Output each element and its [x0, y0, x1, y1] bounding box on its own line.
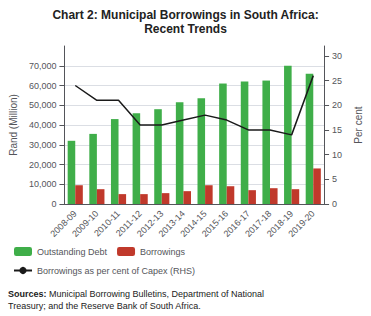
svg-text:Borrowings as per cent of Cape: Borrowings as per cent of Capex (RHS) — [37, 266, 195, 276]
svg-text:20: 20 — [332, 100, 342, 110]
svg-text:40,000: 40,000 — [29, 120, 57, 130]
svg-text:30: 30 — [332, 51, 342, 61]
svg-text:70,000: 70,000 — [29, 61, 57, 71]
svg-text:2014-15: 2014-15 — [178, 208, 209, 239]
svg-text:60,000: 60,000 — [29, 81, 57, 91]
svg-text:5: 5 — [332, 174, 337, 184]
svg-text:2013-14: 2013-14 — [156, 208, 187, 239]
svg-text:Chart 2: Municipal Borrowings: Chart 2: Municipal Borrowings in South A… — [52, 8, 318, 22]
svg-text:2010-11: 2010-11 — [92, 208, 123, 239]
svg-text:2009-10: 2009-10 — [70, 208, 101, 239]
svg-text:30,000: 30,000 — [29, 140, 57, 150]
svg-text:10: 10 — [332, 150, 342, 160]
svg-text:Sources:: Sources: — [8, 289, 47, 299]
svg-text:15: 15 — [332, 125, 342, 135]
svg-text:20,000: 20,000 — [29, 160, 57, 170]
svg-text:Municipal Borrowing Bulletins,: Municipal Borrowing Bulletins, Departmen… — [47, 289, 265, 299]
svg-text:50,000: 50,000 — [29, 100, 57, 110]
svg-text:Borrowings: Borrowings — [140, 247, 186, 257]
svg-text:Treasury; and the Reserve Bank: Treasury; and the Reserve Bank of South … — [8, 301, 201, 311]
svg-text:Recent Trends: Recent Trends — [144, 22, 227, 36]
svg-text:2012-13: 2012-13 — [134, 208, 166, 239]
svg-text:Per cent: Per cent — [353, 106, 364, 143]
svg-text:0: 0 — [332, 199, 337, 209]
svg-text:2016-17: 2016-17 — [221, 208, 252, 239]
svg-text:2015-16: 2015-16 — [199, 208, 231, 239]
svg-text:2017-18: 2017-18 — [243, 208, 274, 239]
svg-text:2011-12: 2011-12 — [113, 208, 144, 239]
svg-text:10,000: 10,000 — [29, 179, 57, 189]
svg-text:2008-09: 2008-09 — [48, 208, 79, 239]
svg-text:25: 25 — [332, 76, 342, 86]
svg-text:2019-20: 2019-20 — [286, 208, 316, 238]
svg-text:0: 0 — [51, 199, 56, 209]
svg-text:2018-19: 2018-19 — [264, 208, 296, 239]
svg-text:Rand (Million): Rand (Million) — [8, 94, 19, 156]
svg-text:Outstanding Debt: Outstanding Debt — [37, 247, 108, 257]
